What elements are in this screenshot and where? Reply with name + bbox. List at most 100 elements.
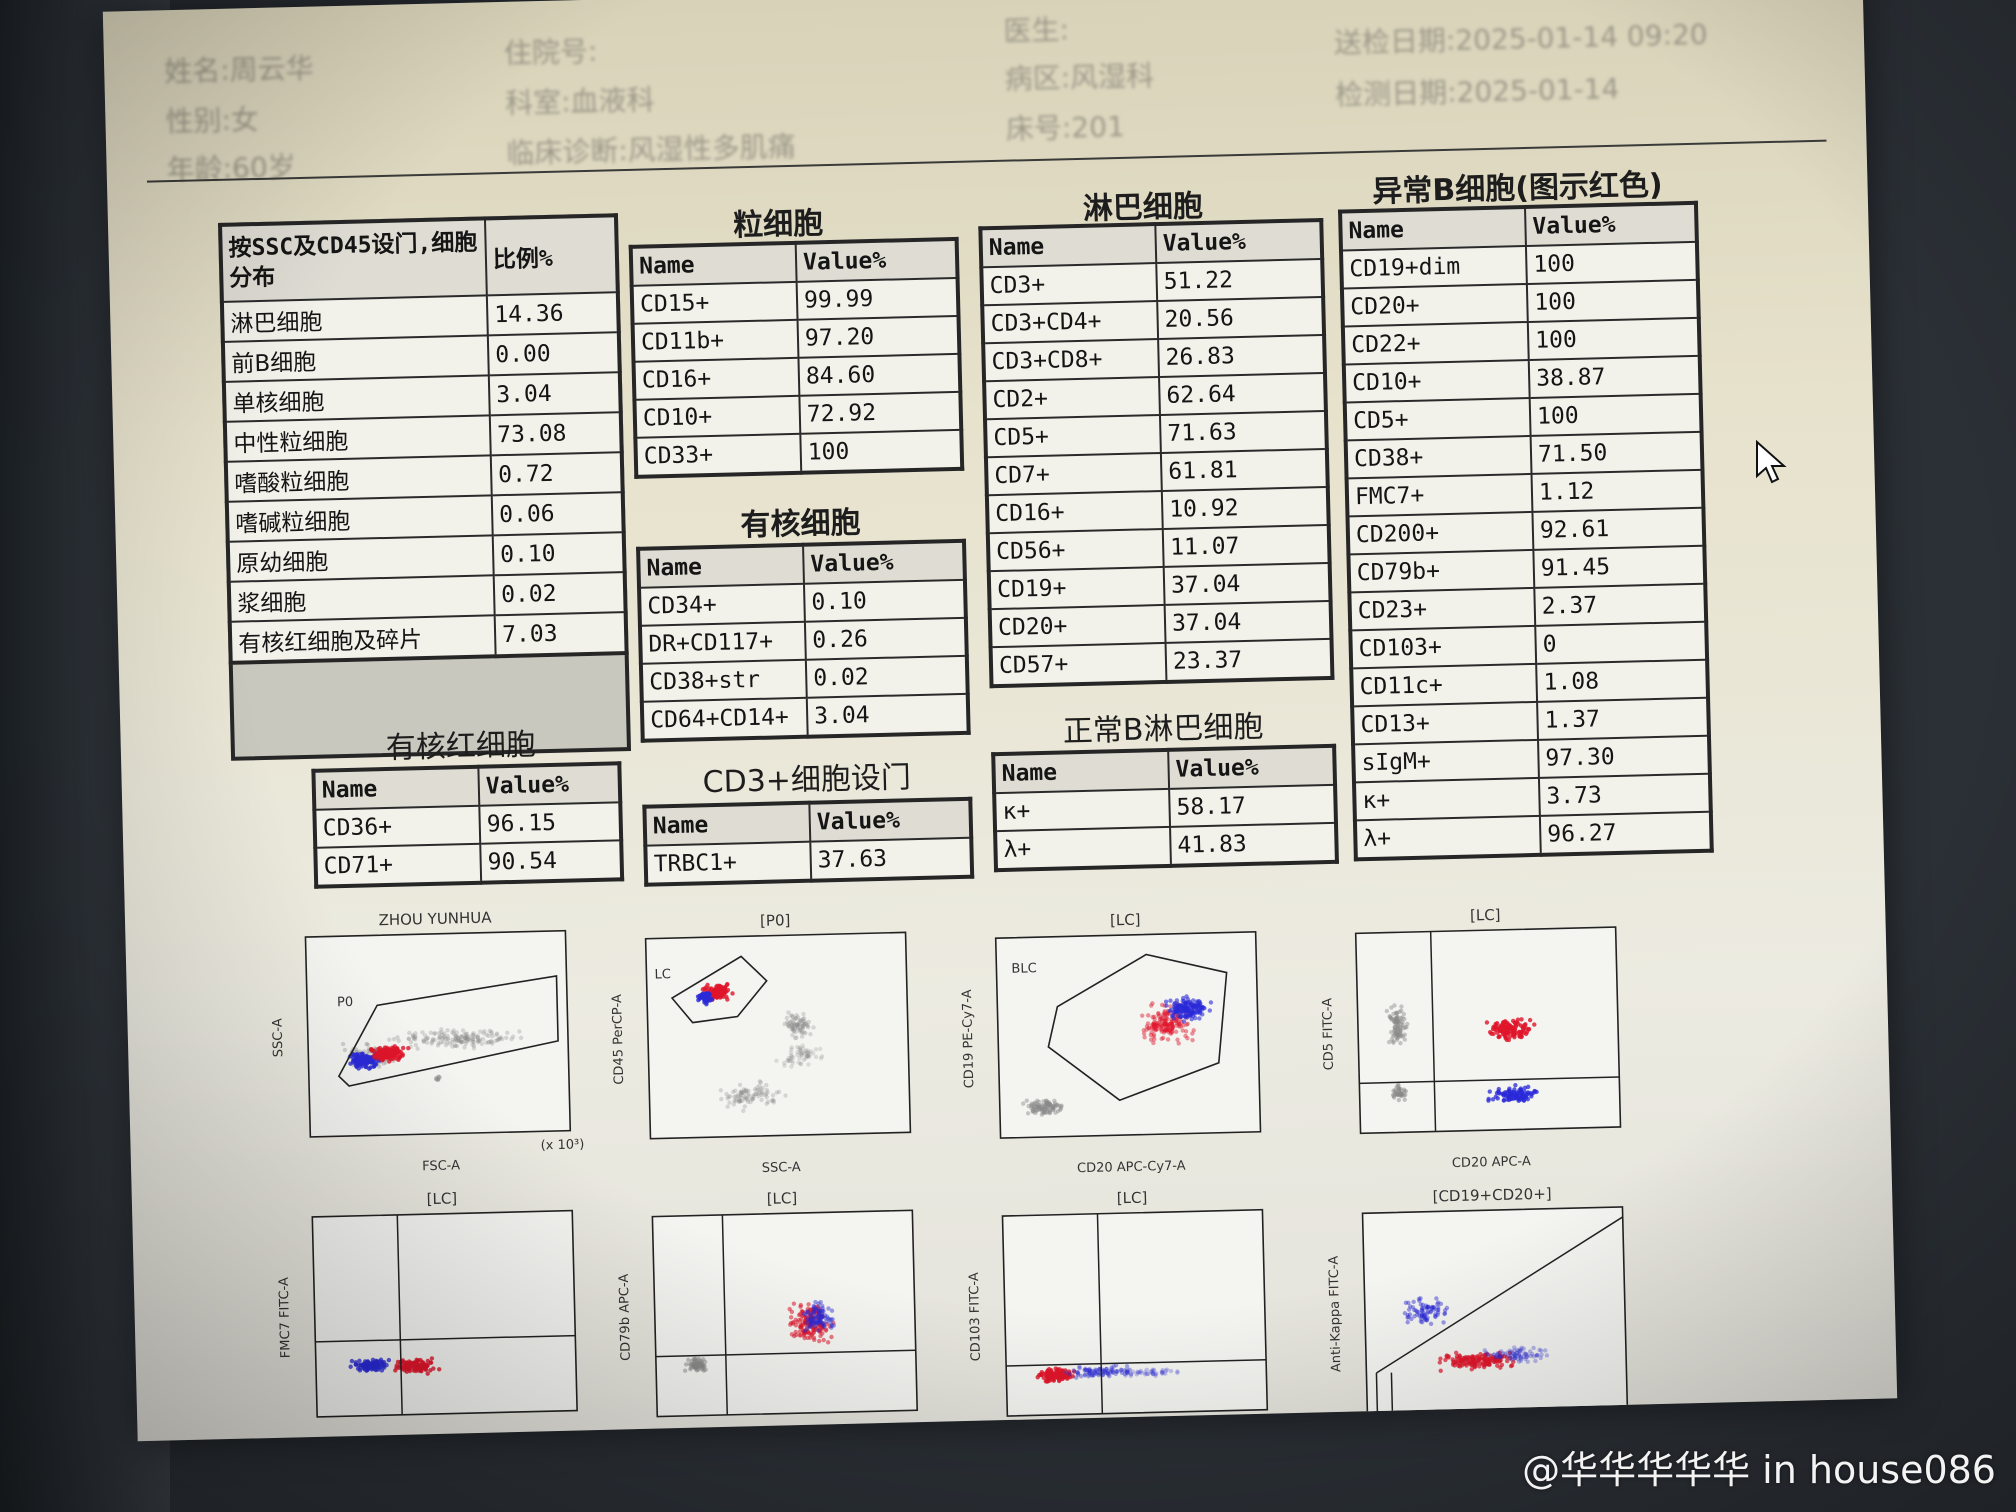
y-axis-label: CD5 FITC-A: [1320, 998, 1337, 1071]
row-value: 0.06: [491, 492, 624, 536]
nucleated-cells-table: Name Value% CD34+ 0.10 DR+CD117+ 0.26 CD38+s…: [636, 538, 971, 743]
gate-label: LC: [654, 967, 671, 982]
gate-p0: [337, 974, 559, 1087]
event-dots: [1384, 1003, 1539, 1103]
event-dots: [1035, 1362, 1180, 1384]
row-value: 20.56: [1157, 296, 1325, 340]
plot-canvas: CD11c PE-A CD103 FITC-A: [967, 1208, 1269, 1441]
row-value: 51.22: [1156, 258, 1324, 302]
quadrant-vertical: [1429, 931, 1437, 1132]
column-header: Value%: [478, 763, 621, 806]
gate-label: BLC: [1011, 961, 1037, 977]
nucleated-red-table: Name Value% CD36+ 96.15 CD71+ 90.54: [311, 761, 625, 889]
flow-plot: [LC] BLC CD20 APC-Cy7-A CD19 PE-Cy7-A: [960, 911, 1262, 1176]
row-value: 10.92: [1161, 486, 1329, 529]
quadrant-vertical: [396, 1214, 403, 1415]
row-name: CD19+: [988, 566, 1165, 610]
table-row: TRBC1+ 37.63: [645, 837, 973, 885]
row-name: CD71+: [315, 843, 482, 887]
row-value: 72.92: [799, 391, 962, 434]
row-value: 71.50: [1530, 431, 1703, 474]
row-name: CD7+: [985, 452, 1162, 496]
row-name: 浆细胞: [228, 575, 495, 622]
row-value: 61.81: [1160, 448, 1328, 491]
row-value: 0.02: [805, 655, 968, 698]
row-name: CD11c+: [1351, 663, 1538, 707]
table-row: CD57+ 23.37: [990, 638, 1333, 687]
row-name: TRBC1+: [645, 841, 812, 885]
flow-plot: [LC] CD200 PE-A FMC7 FITC-A: [277, 1189, 578, 1441]
flow-plot: [P0] LC SSC-A CD45 PerCP-A: [610, 911, 912, 1176]
plot-title: [LC]: [1116, 1188, 1148, 1208]
x-axis-label: FSC-A: [422, 1158, 460, 1174]
row-value: 62.64: [1159, 372, 1326, 416]
row-value: 7.03: [494, 612, 627, 657]
column-header: Name: [630, 242, 797, 286]
plot-canvas: P0 FSC-A SSC-A (x 10³): [270, 929, 585, 1174]
row-name: CD16+: [633, 357, 800, 400]
plot-title: [LC]: [1109, 910, 1141, 930]
cd3-gate-title: CD3+细胞设门: [702, 760, 912, 801]
x-axis-label: CD11c PE-A: [1100, 1437, 1177, 1441]
watermark: @华华华华华 in house086: [1522, 1448, 1996, 1492]
table-row: λ+ 41.83: [995, 822, 1337, 871]
row-value: 96.27: [1539, 811, 1712, 855]
row-name: CD36+: [314, 805, 481, 848]
flow-plot: [LC] CD20 APC-A CD5 FITC-A: [1320, 906, 1622, 1171]
row-name: λ+: [1354, 815, 1541, 860]
column-header: Value%: [1524, 202, 1697, 247]
normal-b-table: Name Value% κ+ 58.17 λ+ 41.83: [991, 743, 1339, 873]
flow-plot: ZHOU YUNHUA P0 FSC-A SSC-A (x 10³): [270, 908, 585, 1174]
ward: 科室:血液科: [504, 83, 655, 120]
quadrant-vertical: [1096, 1213, 1104, 1414]
row-value: 0.02: [493, 572, 626, 616]
plot-frame: [304, 929, 572, 1138]
row-name: 淋巴细胞: [221, 295, 488, 342]
row-name: 原幼细胞: [227, 535, 494, 582]
row-name: CD64+CD14+: [641, 697, 808, 741]
row-name: 嗜酸粒细胞: [225, 455, 492, 502]
column-header: Name: [313, 766, 480, 810]
patient-name: 姓名:周云华: [163, 51, 315, 89]
event-dots: [1021, 994, 1214, 1117]
row-name: κ+: [1353, 777, 1540, 821]
row-name: CD33+: [635, 433, 802, 477]
column-header: Name: [993, 749, 1170, 794]
row-value: 71.63: [1159, 410, 1327, 453]
cell-distribution-table: 按SSC及CD45设门,细胞分布 比例% 淋巴细胞 14.36 前B细胞 0.00 单核…: [217, 213, 629, 665]
row-name: CD200+: [1347, 511, 1534, 555]
row-name: CD16+: [986, 490, 1163, 534]
plot-frame: [651, 1209, 919, 1418]
row-value: 37.04: [1164, 600, 1332, 643]
nucleated-red-title: 有核红细胞: [385, 727, 537, 767]
row-value: 37.04: [1163, 562, 1331, 605]
row-name: κ+: [994, 788, 1171, 832]
patient-gender: 性别:女: [165, 102, 260, 139]
column-header: Value%: [1168, 745, 1336, 789]
row-value: 1.08: [1536, 659, 1709, 702]
hospital-number: 住院号:: [503, 34, 598, 70]
row-value: 0: [1535, 621, 1708, 664]
plot-title: [LC]: [1469, 905, 1501, 925]
quadrant-horizontal: [315, 1334, 576, 1343]
event-dots: [682, 1299, 836, 1373]
row-name: 单核细胞: [223, 375, 490, 422]
row-name: CD5+: [1344, 397, 1531, 441]
flow-plots: ZHOU YUNHUA P0 FSC-A SSC-A (x 10³) [P0] LC SSC-…: [103, 0, 1862, 1441]
plot-title: ZHOU YUNHUA: [378, 908, 492, 930]
column-header: Value%: [803, 540, 965, 584]
gate-lc: [670, 955, 768, 1024]
row-name: CD38+: [1345, 435, 1532, 479]
abnormal-b-table: Name Value% CD19+dim 100 CD20+ 100 CD22+ 100 C…: [1337, 200, 1714, 862]
clinical-diagnosis: 临床诊断:风湿性多肌痛: [505, 129, 797, 170]
row-name: 嗜碱粒细胞: [226, 495, 493, 542]
plot-title: [LC]: [766, 1189, 798, 1208]
diagonal-gate: [1376, 1216, 1624, 1374]
x-axis-label: CD20 APC-A: [1452, 1154, 1531, 1171]
quadrant-horizontal: [1006, 1358, 1267, 1367]
granulocytes-table: Name Value% CD15+ 99.99 CD11b+ 97.20 CD16+ 84…: [628, 236, 965, 479]
row-value: 90.54: [480, 840, 623, 883]
row-name: CD34+: [639, 583, 805, 626]
row-name: CD13+: [1352, 701, 1539, 745]
plot-canvas: CD200 PE-A FMC7 FITC-A: [277, 1209, 578, 1441]
